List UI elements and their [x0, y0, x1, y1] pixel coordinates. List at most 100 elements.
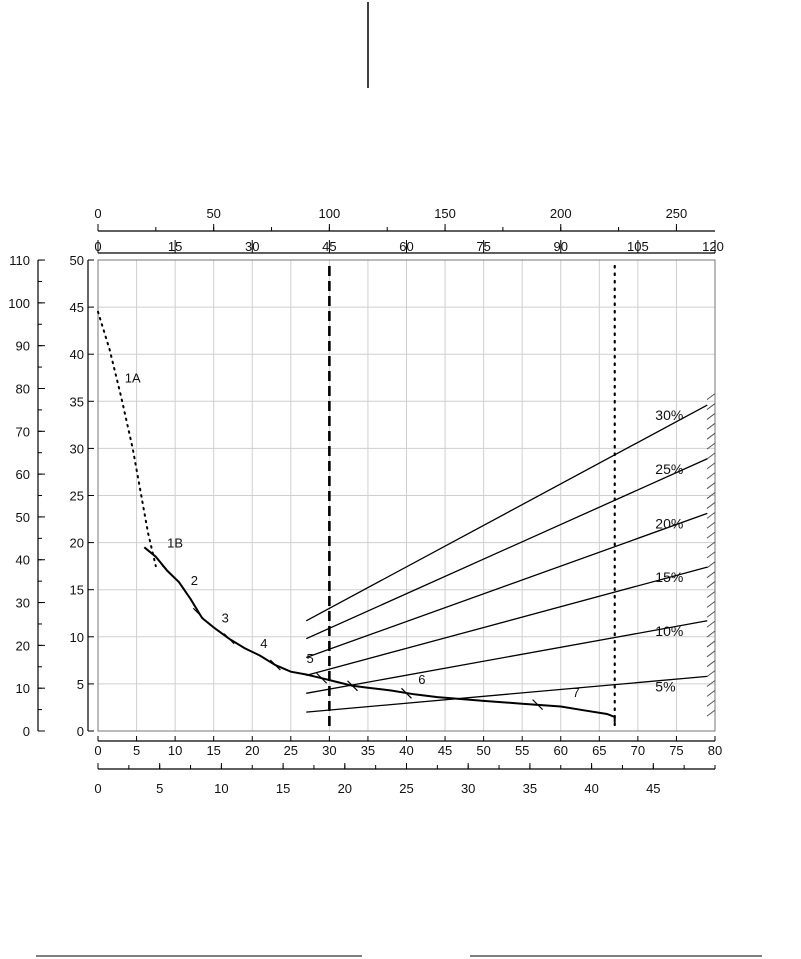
- curve-segment-tick: [532, 699, 544, 711]
- main-curve: [97, 310, 616, 723]
- top-secondary-tick-label: 30: [245, 239, 259, 254]
- curve-segment-tick: [269, 659, 281, 671]
- right-edge-hatch: [706, 442, 716, 450]
- left-secondary-tick-label: 80: [16, 381, 30, 396]
- top-primary-tick-label: 100: [319, 206, 341, 221]
- top-primary-tick-label: 0: [94, 206, 101, 221]
- right-edge-hatch: [706, 472, 716, 480]
- bottom-secondary-tick-label: 10: [214, 781, 228, 796]
- right-edge-hatch: [706, 521, 716, 529]
- bottom-primary-tick-label: 0: [94, 743, 101, 758]
- segment-label: 4: [260, 636, 267, 651]
- curve-segment-tick: [347, 680, 358, 692]
- left-primary-tick-label: 40: [70, 347, 84, 362]
- grid: [98, 260, 715, 731]
- bottom-primary-tick-label: 10: [168, 743, 182, 758]
- right-edge-hatch: [706, 640, 716, 648]
- bottom-secondary-tick-label: 30: [461, 781, 475, 796]
- right-edge-hatch: [706, 670, 716, 677]
- annotations: 1A 1B 2 3 4 5 6 7: [125, 370, 580, 700]
- left-primary-tick-label: 25: [70, 489, 84, 504]
- curve-dotted-segment: [97, 310, 157, 568]
- right-edge-hatch: [706, 413, 716, 420]
- right-edge-hatch: [706, 650, 716, 658]
- right-edge-hatch: [706, 531, 716, 539]
- series-line-15pct: [306, 566, 708, 677]
- top-secondary-tick-label: 105: [627, 239, 649, 254]
- bottom-primary-tick-label: 40: [399, 743, 413, 758]
- series-line-5pct: [306, 675, 708, 713]
- bottom-secondary-tick-label: 40: [584, 781, 598, 796]
- right-edge-hatch: [706, 561, 716, 569]
- left-secondary-tick-label: 40: [16, 553, 30, 568]
- top-secondary-tick-label: 45: [322, 239, 336, 254]
- segment-label: 1B: [167, 535, 183, 550]
- left-primary-tick-label: 35: [70, 394, 84, 409]
- series-label-30pct: 30%: [655, 407, 683, 423]
- bottom-secondary-tick-label: 20: [338, 781, 352, 796]
- top-secondary-tick-label: 90: [554, 239, 568, 254]
- series-label-15pct: 15%: [655, 569, 683, 585]
- top-primary-tick-label: 50: [206, 206, 220, 221]
- left-primary-tick-label: 20: [70, 536, 84, 551]
- left-secondary-tick-label: 70: [16, 424, 30, 439]
- left-secondary-tick-label: 100: [8, 296, 30, 311]
- right-edge-hatch: [706, 680, 716, 687]
- bottom-primary-tick-label: 65: [592, 743, 606, 758]
- segment-label: 2: [191, 573, 198, 588]
- segment-label: 3: [222, 611, 229, 626]
- curve-segment-tick: [192, 607, 204, 619]
- bottom-primary-tick-label: 15: [206, 743, 220, 758]
- top-secondary-tick-label: 120: [702, 239, 724, 254]
- left-primary-tick-label: 5: [77, 677, 84, 692]
- right-edge-hatch: [706, 422, 716, 430]
- series-label-10pct: 10%: [655, 623, 683, 639]
- segment-label: 6: [418, 672, 425, 687]
- bottom-secondary-tick-label: 35: [523, 781, 537, 796]
- bottom-primary-tick-label: 30: [322, 743, 336, 758]
- bottom-secondary-tick-label: 45: [646, 781, 660, 796]
- series-line-20pct: [306, 512, 708, 659]
- right-edge-hatch: [706, 403, 716, 410]
- bottom-primary-tick-label: 20: [245, 743, 259, 758]
- bottom-primary-tick-label: 50: [476, 743, 490, 758]
- right-edge-hatch: [706, 511, 716, 519]
- bottom-primary-tick-label: 70: [631, 743, 645, 758]
- curve-segment-tick: [316, 672, 328, 684]
- right-edge-hatch: [706, 709, 716, 717]
- right-edge-hatch: [706, 551, 716, 559]
- series-label-25pct: 25%: [655, 461, 683, 477]
- left-secondary-tick-label: 30: [16, 596, 30, 611]
- right-edge-hatch: [706, 393, 716, 401]
- bottom-primary-tick-label: 45: [438, 743, 452, 758]
- top-secondary-tick-label: 0: [94, 239, 101, 254]
- left-primary-tick-label: 0: [77, 724, 84, 739]
- left-secondary-tick-label: 60: [16, 467, 30, 482]
- left-secondary-tick-label: 20: [16, 638, 30, 653]
- right-edge-hatch: [706, 492, 716, 499]
- segment-label: 5: [306, 651, 313, 666]
- right-edge-hatch: [706, 432, 716, 440]
- left-secondary-tick-label: 50: [16, 510, 30, 525]
- bottom-secondary-tick-label: 25: [399, 781, 413, 796]
- left-primary-tick-label: 30: [70, 441, 84, 456]
- series-line-10pct: [306, 620, 708, 694]
- bottom-primary-tick-label: 35: [361, 743, 375, 758]
- series-line-30pct: [305, 404, 708, 622]
- top-secondary-tick-label: 15: [168, 239, 182, 254]
- bottom-primary-tick-label: 75: [669, 743, 683, 758]
- bottom-primary-tick-label: 5: [133, 743, 140, 758]
- right-edge-hatch: [706, 630, 716, 638]
- right-edge-hatch: [706, 462, 716, 470]
- series-line-25pct: [305, 458, 708, 640]
- right-edge-hatch: [706, 502, 716, 509]
- left-secondary-tick-label: 10: [16, 681, 30, 696]
- segment-label: 7: [573, 685, 580, 700]
- top-primary-tick-label: 250: [666, 206, 688, 221]
- top-primary-tick-label: 150: [434, 206, 456, 221]
- left-secondary-tick-label: 0: [23, 724, 30, 739]
- right-edge-hatch: [706, 581, 716, 588]
- top-secondary-tick-label: 60: [399, 239, 413, 254]
- right-edge-hatch: [706, 620, 716, 628]
- right-edge-hatch: [706, 452, 716, 460]
